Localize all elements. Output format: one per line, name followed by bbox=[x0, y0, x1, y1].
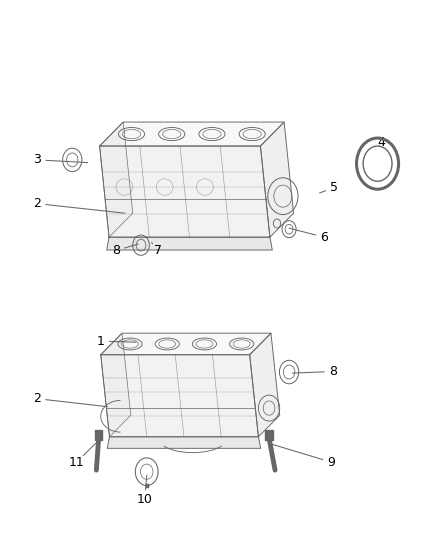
Text: 8: 8 bbox=[329, 365, 337, 378]
Text: 2: 2 bbox=[33, 392, 41, 405]
Polygon shape bbox=[101, 333, 131, 437]
Text: 5: 5 bbox=[330, 181, 338, 194]
Text: 9: 9 bbox=[327, 456, 335, 469]
Text: 3: 3 bbox=[33, 154, 41, 166]
Polygon shape bbox=[101, 355, 258, 437]
Text: 10: 10 bbox=[137, 494, 152, 506]
Text: 6: 6 bbox=[320, 231, 328, 244]
Circle shape bbox=[135, 458, 158, 486]
Polygon shape bbox=[107, 237, 272, 250]
Bar bbox=[95, 430, 102, 440]
Text: 2: 2 bbox=[33, 197, 41, 210]
Text: 1: 1 bbox=[97, 335, 105, 348]
Text: 11: 11 bbox=[69, 456, 85, 469]
Polygon shape bbox=[99, 146, 270, 237]
Text: 7: 7 bbox=[154, 244, 162, 257]
Text: 4: 4 bbox=[377, 136, 385, 149]
Polygon shape bbox=[107, 437, 261, 448]
Polygon shape bbox=[250, 333, 280, 437]
Polygon shape bbox=[99, 122, 133, 237]
Text: 8: 8 bbox=[112, 244, 120, 257]
Polygon shape bbox=[101, 333, 271, 355]
Polygon shape bbox=[99, 122, 284, 146]
Polygon shape bbox=[261, 122, 293, 237]
Bar bbox=[265, 430, 273, 440]
